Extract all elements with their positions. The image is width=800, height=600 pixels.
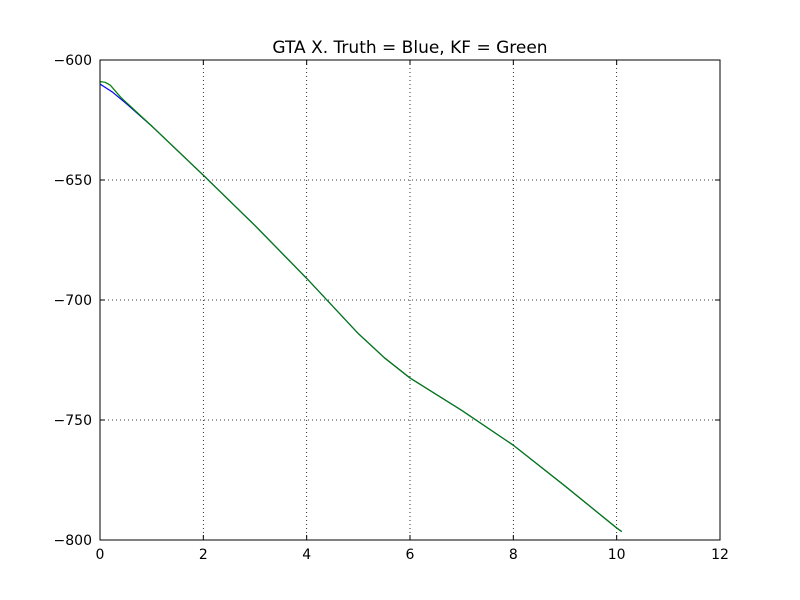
axis-ticks: [99, 59, 721, 541]
chart-title: GTA X. Truth = Blue, KF = Green: [272, 38, 547, 58]
x-tick-label: 4: [302, 547, 311, 563]
x-tick-label: 8: [509, 547, 518, 563]
axis-tick-labels: 0 2 4 6 8 10 12 −800 −750 −700 −650 −600: [54, 53, 729, 563]
y-tick-label: −700: [54, 293, 92, 309]
x-tick-label: 6: [406, 547, 415, 563]
y-tick-label: −800: [54, 533, 92, 549]
y-tick-label: −650: [54, 173, 92, 189]
y-tick-label: −750: [54, 413, 92, 429]
x-tick-label: 2: [199, 547, 208, 563]
x-tick-label: 0: [96, 547, 105, 563]
x-tick-label: 12: [711, 547, 729, 563]
y-tick-label: −600: [54, 53, 92, 69]
x-tick-label: 10: [608, 547, 626, 563]
series-layer: [99, 81, 623, 533]
kf-series-line: [99, 81, 623, 533]
